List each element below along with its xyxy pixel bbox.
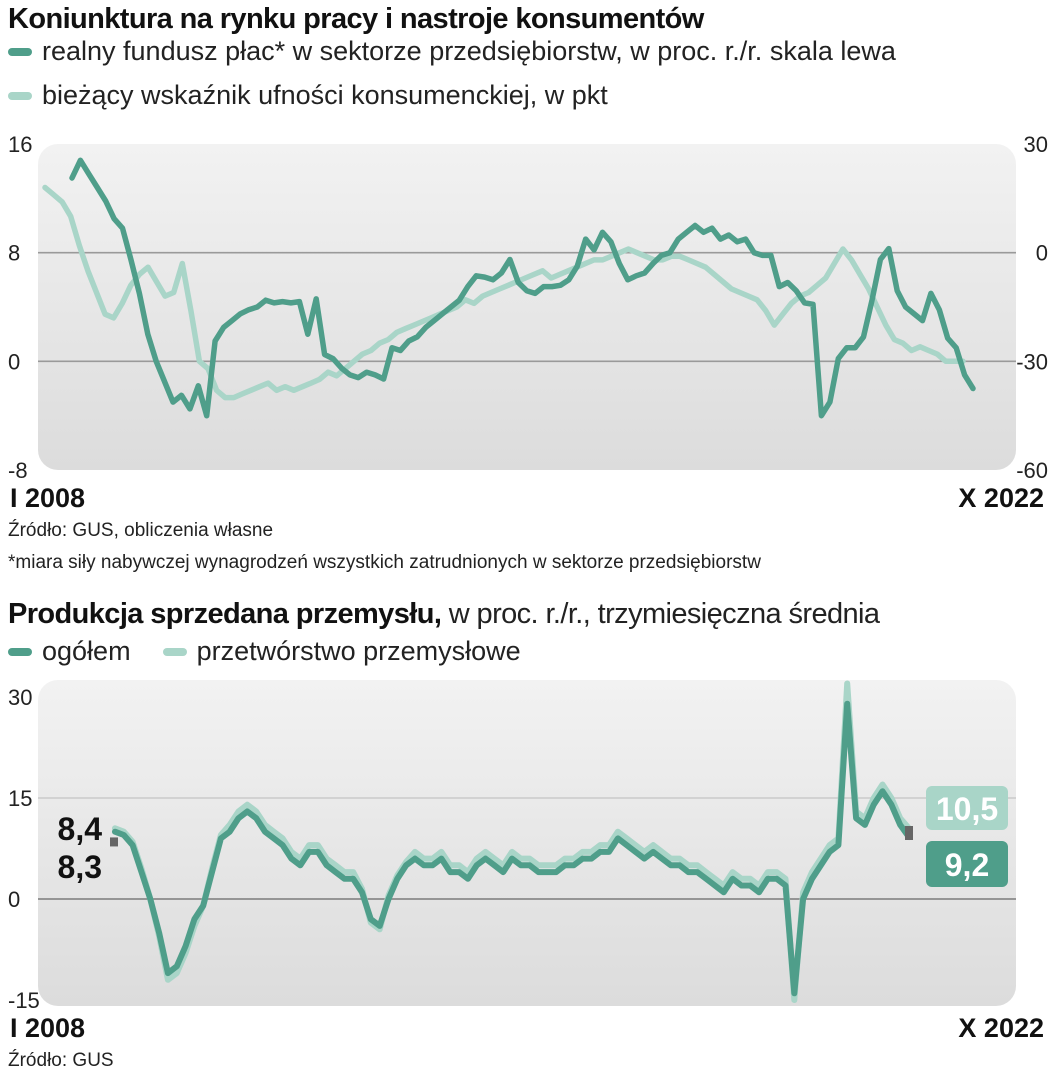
legend-swatch-dark-icon <box>8 47 32 56</box>
chart2-title-bold: Produkcja sprzedana przemysłu, <box>8 598 442 630</box>
chart2-x-end-label: X 2022 <box>958 1013 1044 1043</box>
chart2-source: Źródło: GUS <box>8 1050 114 1071</box>
chart2-series-manufacturing-line <box>112 680 912 1003</box>
chart1-left-tick: 0 <box>8 349 20 374</box>
chart1-legend-label-dark: realny fundusz płac* w sektorze przedsię… <box>42 36 896 66</box>
chart2-x-start-label: I 2008 <box>10 1013 85 1043</box>
chart2-tick: 0 <box>8 887 20 912</box>
chart1-left-tick: 16 <box>8 132 32 157</box>
legend-swatch-light-icon <box>162 647 187 656</box>
chart2-start-marker <box>110 837 118 847</box>
chart1-series-confidence-line <box>42 184 966 401</box>
chart1-x-start-label: I 2008 <box>10 483 85 513</box>
chart2-end-box-light <box>926 786 1008 830</box>
chart2-end-label-dark: 9,2 <box>945 847 989 883</box>
chart1-title: Koniunktura na rynku pracy i nastroje ko… <box>8 3 704 35</box>
legend-swatch-light-icon <box>8 91 32 100</box>
chart1-left-tick: -8 <box>8 458 28 483</box>
chart2-start-label-dark: 8,3 <box>58 849 102 885</box>
chart1-right-tick: -60 <box>1016 458 1048 483</box>
chart2-title: Produkcja sprzedana przemysłu, w proc. r… <box>8 598 880 631</box>
chart2-legend-label-light: przetwórstwo przemysłowe <box>196 636 521 666</box>
legend-swatch-dark-icon <box>8 647 32 656</box>
chart2-series-total-line <box>112 700 912 997</box>
chart2-end-marker <box>905 826 913 840</box>
chart1-legend-label-light: bieżący wskaźnik ufności konsumenckiej, … <box>42 80 608 110</box>
chart1-left-tick: 8 <box>8 241 20 266</box>
chart2-tick: 30 <box>8 685 32 710</box>
chart2-title-rest: w proc. r./r., trzymiesięczna średnia <box>441 598 880 630</box>
chart2-start-label-light: 8,4 <box>58 811 103 847</box>
chart2-panel <box>38 680 1016 1006</box>
chart2-end-label-light: 10,5 <box>936 791 998 827</box>
chart1-source: Źródło: GUS, obliczenia własne <box>8 520 274 541</box>
chart2-legend-label-dark: ogółem <box>42 636 131 666</box>
chart1-legend-item-dark: realny fundusz płac* w sektorze przedsię… <box>8 36 896 67</box>
chart1-footnote: *miara siły nabywczej wynagrodzeń wszyst… <box>8 552 761 573</box>
chart2-tick: 15 <box>8 786 32 811</box>
chart1-x-end-label: X 2022 <box>958 483 1044 513</box>
chart1-plot: 16 8 0 -8 30 0 -30 -60 I 2008 X 2022 <box>8 132 1048 513</box>
chart2-legend: ogółem przetwórstwo przemysłowe <box>8 636 521 667</box>
chart1-series-wages-line <box>69 157 976 419</box>
chart2-tick: -15 <box>8 988 40 1013</box>
chart1-right-tick: 0 <box>1036 241 1048 266</box>
chart1-right-tick: 30 <box>1024 132 1048 157</box>
chart1-legend-item-light: bieżący wskaźnik ufności konsumenckiej, … <box>8 80 608 111</box>
chart1-right-tick: -30 <box>1016 349 1048 374</box>
chart2-end-box-dark <box>926 841 1008 887</box>
